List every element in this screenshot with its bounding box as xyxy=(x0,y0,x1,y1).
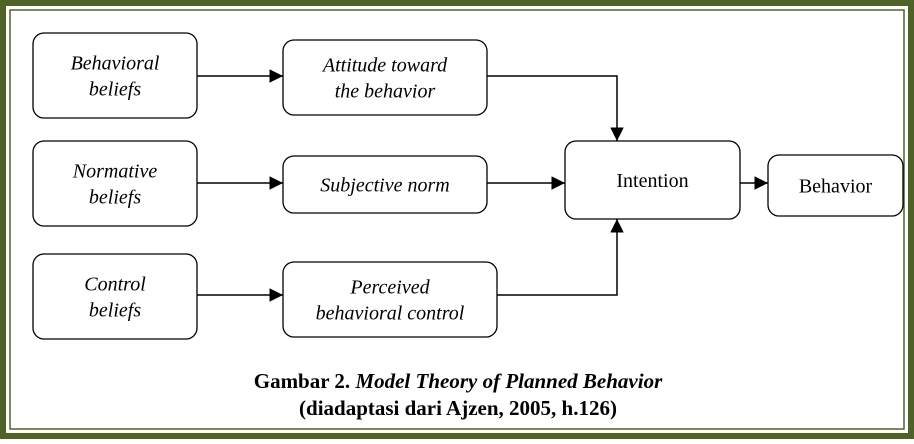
caption-line-2: (diadaptasi dari Ajzen, 2005, h.126) xyxy=(299,396,617,420)
node-box xyxy=(32,140,198,227)
node: Intention xyxy=(564,140,741,220)
node-label: beliefs xyxy=(89,187,141,209)
node: Perceived behavioral control xyxy=(282,261,498,338)
node-label: Behavioral xyxy=(71,53,160,75)
node: Normative beliefs xyxy=(32,140,198,227)
node-label: Intention xyxy=(616,170,688,192)
caption-label: Gambar 2. xyxy=(254,369,350,393)
node-box xyxy=(564,140,741,220)
node-box xyxy=(32,32,198,119)
caption-title: Model Theory of Planned Behavior xyxy=(354,369,663,393)
node-label: Perceived xyxy=(349,277,430,299)
node-label: behavioral control xyxy=(316,303,465,325)
node: Behavior xyxy=(767,154,904,217)
node: Control beliefs xyxy=(32,253,198,340)
node-label: Behavior xyxy=(799,176,873,198)
arrow xyxy=(487,75,624,141)
node-box xyxy=(767,154,904,217)
inner-frame xyxy=(9,9,905,430)
node-label: Attitude toward xyxy=(321,55,448,77)
node-label: Subjective norm xyxy=(320,175,449,197)
caption-line-1: Gambar 2. Model Theory of Planned Behavi… xyxy=(254,369,663,393)
node-box xyxy=(282,155,488,214)
node: Attitude toward the behavior xyxy=(282,39,488,116)
node: Behavioral beliefs xyxy=(32,32,198,119)
node-label: the behavior xyxy=(335,81,436,103)
arrow xyxy=(497,219,624,296)
node-label: beliefs xyxy=(89,300,141,322)
node-label: beliefs xyxy=(89,79,141,101)
node-label: Normative xyxy=(72,161,158,183)
node-box xyxy=(32,253,198,340)
node-label: Control xyxy=(84,274,146,296)
node: Subjective norm xyxy=(282,155,488,214)
node-box xyxy=(282,261,498,338)
node-box xyxy=(282,39,488,116)
edges xyxy=(197,69,768,302)
